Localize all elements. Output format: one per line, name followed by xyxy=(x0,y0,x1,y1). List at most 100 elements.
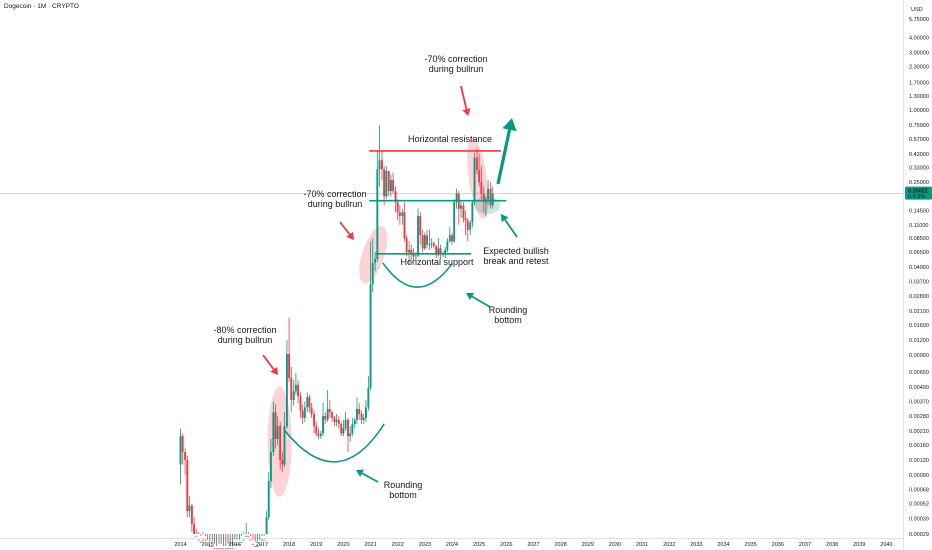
annotation-rounding-bottom-2023-line1: Rounding xyxy=(489,305,528,315)
candle-body xyxy=(263,539,266,541)
time-axis-tick: 2029 xyxy=(582,542,594,548)
price-axis-tick: 2.30000 xyxy=(909,65,929,71)
candle-body xyxy=(322,415,324,434)
candle-body xyxy=(417,216,420,256)
candle-body xyxy=(184,452,187,461)
red-arrow-2025 xyxy=(460,85,471,116)
candle-body xyxy=(306,397,309,408)
candle-body xyxy=(423,235,426,249)
candle-body xyxy=(290,378,293,401)
time-axis-tick: 2021 xyxy=(364,542,376,548)
candle-body xyxy=(473,157,476,203)
candle-body xyxy=(487,188,490,200)
candle-body xyxy=(460,205,462,209)
candle-body xyxy=(218,548,221,550)
time-axis-tick: 2040 xyxy=(880,542,892,548)
candle-body xyxy=(464,218,467,221)
candle-body xyxy=(448,235,451,242)
time-axis-tick: 2032 xyxy=(663,542,675,548)
candle-body xyxy=(299,396,302,411)
annotation-rounding-bottom-2023-line2: bottom xyxy=(494,315,522,325)
candle-body xyxy=(279,426,282,461)
candle-body xyxy=(328,408,331,413)
candle-body xyxy=(403,212,406,239)
candle-body xyxy=(482,193,485,203)
candle-body xyxy=(238,543,241,545)
candle-body xyxy=(396,202,399,213)
candle-body xyxy=(224,548,227,550)
time-axis-tick: 2019 xyxy=(310,542,322,548)
candle-body xyxy=(229,548,232,550)
candle-body xyxy=(272,412,275,453)
candle-body xyxy=(242,539,245,541)
price-axis-tick: 0.14500 xyxy=(909,208,929,214)
candle-body xyxy=(374,259,377,263)
time-axis-tick: 2033 xyxy=(690,542,702,548)
price-axis-tick: 0.00370 xyxy=(909,399,929,405)
current-price-label: 0.20021 xyxy=(908,189,928,195)
candle-body xyxy=(231,548,234,550)
price-axis-tick: 0.33000 xyxy=(909,166,929,172)
price-axis-tick: 1.30000 xyxy=(909,94,929,100)
candle-body xyxy=(211,546,214,547)
candle-body xyxy=(195,535,198,537)
candle-body xyxy=(491,193,494,206)
price-axis-tick: 0.00280 xyxy=(909,414,929,420)
price-axis-tick: 0.00068 xyxy=(909,488,929,494)
annotation-correction-2021-line2: during bullrun xyxy=(308,199,363,209)
time-axis-tick: 2034 xyxy=(717,542,729,548)
price-axis-tick: 0.25000 xyxy=(909,180,929,186)
candle-body xyxy=(364,407,367,418)
candle-body xyxy=(439,248,442,254)
current-price-badge xyxy=(905,186,932,200)
price-axis-tick: 0.02800 xyxy=(909,294,929,300)
red-arrow-2021 xyxy=(339,221,354,240)
green-arrow-retest xyxy=(501,214,518,238)
candle-body xyxy=(308,397,311,408)
green-arrow-rounding-2019 xyxy=(356,469,379,483)
candle-body xyxy=(233,543,236,545)
candle-body xyxy=(371,262,374,285)
annotation-correction-2017-line1: -80% correction xyxy=(213,325,276,335)
candle-body xyxy=(412,253,415,257)
candle-body xyxy=(202,539,204,541)
candle-body xyxy=(342,428,345,434)
candle-body xyxy=(394,191,397,203)
candle-body xyxy=(285,354,288,427)
time-axis-tick: 2014 xyxy=(174,542,186,548)
time-axis-tick: 2025 xyxy=(473,542,485,548)
price-axis-tick: 0.06500 xyxy=(909,250,929,256)
candle-body xyxy=(480,182,483,194)
candle-body xyxy=(186,460,189,512)
candle-body xyxy=(489,188,492,206)
candle-body xyxy=(335,419,338,422)
price-axis-currency: USD xyxy=(911,7,923,13)
price-axis-tick: 0.00210 xyxy=(909,429,929,435)
price-axis-tick: 0.57000 xyxy=(909,137,929,143)
candle-body xyxy=(462,205,465,219)
rounding-bottom-arc-2023 xyxy=(382,262,453,288)
price-axis-tick: 0.00120 xyxy=(909,458,929,464)
candle-body xyxy=(428,244,431,245)
price-axis-tick: 1.00000 xyxy=(909,108,929,114)
candle-body xyxy=(261,539,263,541)
candle-body xyxy=(294,384,297,392)
candle-body xyxy=(267,481,270,518)
green-arrow-rounding-2023 xyxy=(466,292,491,308)
time-axis-tick: 2037 xyxy=(799,542,811,548)
candle-body xyxy=(297,384,300,397)
candle-body xyxy=(435,246,438,255)
price-axis-tick: 0.00090 xyxy=(909,473,929,479)
price-axis-tick: 0.02100 xyxy=(909,309,929,315)
annotation-horizontal-support-line1: Horizontal support xyxy=(400,257,474,267)
candle-body xyxy=(249,539,252,541)
candle-body xyxy=(333,417,336,422)
candle-body xyxy=(344,419,347,429)
time-axis-tick: 2038 xyxy=(826,542,838,548)
candle-body xyxy=(410,249,413,254)
annotation-expected-breakout-line2: break and retest xyxy=(483,256,549,266)
candle-body xyxy=(220,548,223,550)
candle-body xyxy=(471,202,474,223)
candle-body xyxy=(451,235,453,242)
